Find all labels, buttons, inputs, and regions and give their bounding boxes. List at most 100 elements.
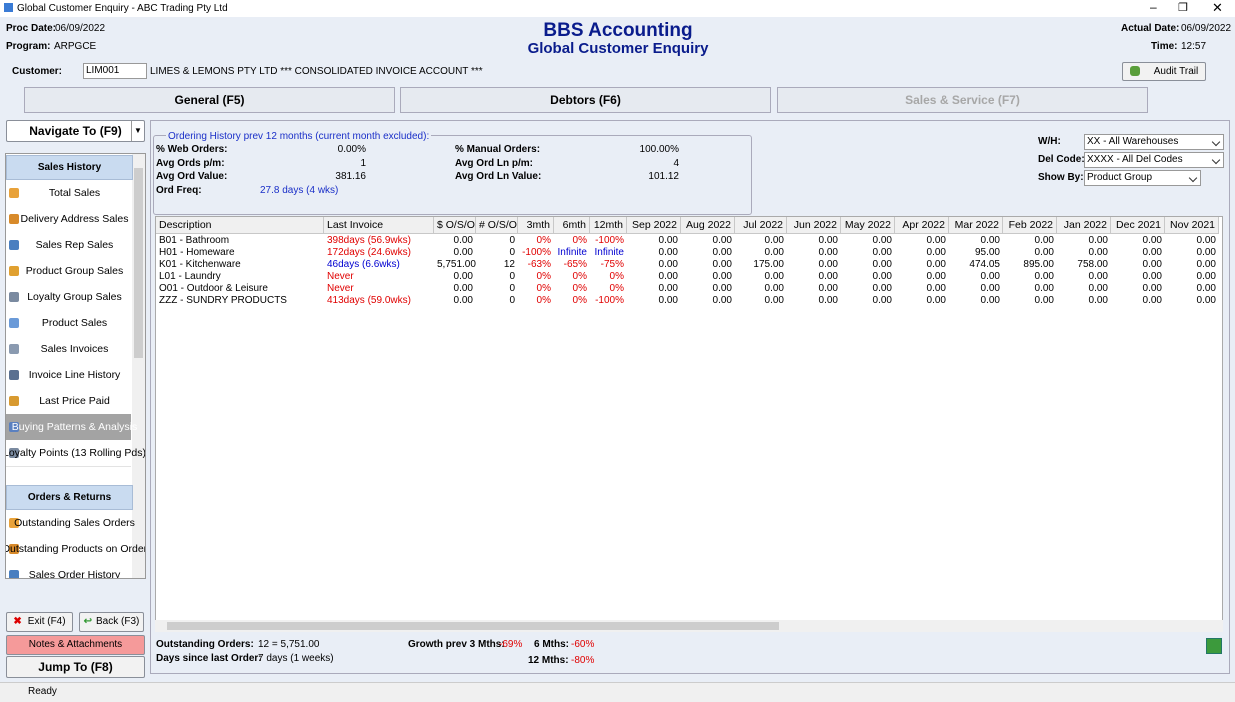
close[interactable]: ✕	[1212, 0, 1223, 15]
export-button[interactable]	[1206, 638, 1222, 654]
filter-select[interactable]: XXXX - All Del Codes	[1084, 152, 1224, 168]
tab[interactable]: General (F5)	[24, 87, 395, 113]
column-header[interactable]: Aug 2022	[681, 217, 735, 234]
sidebar-item[interactable]: Invoice Line History	[6, 362, 131, 389]
table-cell: 0.00	[1088, 235, 1108, 246]
ordering-history-legend: Ordering History prev 12 months (current…	[166, 131, 432, 142]
column-header[interactable]: 12mth	[590, 217, 627, 234]
column-header[interactable]: May 2022	[841, 217, 895, 234]
column-header[interactable]: Nov 2021	[1165, 217, 1219, 234]
column-header[interactable]: Jun 2022	[787, 217, 841, 234]
table-cell: B01 - Bathroom	[159, 235, 230, 246]
table-cell: 0.00	[980, 295, 1000, 306]
table-cell: K01 - Kitchenware	[159, 259, 241, 270]
column-header[interactable]: Feb 2022	[1003, 217, 1057, 234]
sidebar-item[interactable]: Outstanding Sales Orders	[6, 510, 135, 537]
table-cell: 0.00	[872, 271, 892, 282]
table-cell: 413days (59.0wks)	[327, 295, 411, 306]
filter-select[interactable]: XX - All Warehouses	[1084, 134, 1224, 150]
sidebar-item[interactable]: Sales Order History	[6, 562, 131, 578]
table-cell: 0	[509, 271, 515, 282]
column-header[interactable]: 3mth	[518, 217, 554, 234]
customer-name: LIMES & LEMONS PTY LTD *** CONSOLIDATED …	[150, 66, 483, 77]
table-cell: 0.00	[872, 247, 892, 258]
back-button[interactable]: ↩ Back (F3)	[79, 612, 144, 632]
table-cell: 12	[503, 259, 515, 270]
minimize[interactable]: –	[1150, 0, 1157, 14]
exit-text: Exit (F4)	[27, 616, 66, 627]
table-cell: 0%	[536, 283, 551, 294]
table-cell: 0.00	[764, 271, 784, 282]
growth12-label: 12 Mths:	[528, 655, 569, 666]
table-cell: 0.00	[926, 295, 946, 306]
section-header: Sales History	[6, 155, 133, 180]
app-title: BBS Accounting	[543, 20, 693, 41]
h-scroll-thumb[interactable]	[167, 622, 779, 630]
table-cell: 0.00	[926, 235, 946, 246]
table-cell: 0.00	[712, 235, 732, 246]
sidebar-item[interactable]: Sales Rep Sales	[6, 232, 131, 259]
sidebar-item[interactable]: Delivery Address Sales	[6, 206, 131, 233]
item-text: Loyalty Points (13 Rolling Pds)	[5, 446, 146, 459]
item-text: Delivery Address Sales	[20, 212, 129, 225]
customer-code[interactable]: LIM001	[83, 63, 147, 79]
growth3-value: -69%	[499, 639, 523, 650]
table-cell: 0.00	[658, 271, 678, 282]
column-header[interactable]: Jan 2022	[1057, 217, 1111, 234]
status-bar	[0, 682, 1235, 702]
window-title: Global Customer Enquiry - ABC Trading Pt…	[17, 3, 228, 14]
maximize[interactable]: ❐	[1178, 2, 1188, 14]
sidebar-item[interactable]: Loyalty Group Sales	[6, 284, 131, 311]
time: 12:57	[1181, 41, 1207, 52]
table-cell: Infinite	[594, 247, 624, 258]
filter-select[interactable]: Product Group	[1084, 170, 1201, 186]
navigate-text: Navigate To (F9)	[29, 124, 122, 138]
table-cell: 0.00	[712, 283, 732, 294]
table-cell: 0.00	[1034, 271, 1054, 282]
column-header[interactable]: Apr 2022	[895, 217, 949, 234]
table-cell: 0.00	[926, 283, 946, 294]
table-cell: 0.00	[453, 247, 473, 258]
table-cell: 0%	[609, 271, 624, 282]
sidebar-item[interactable]: Product Group Sales	[6, 258, 131, 285]
table-cell: 0.00	[453, 283, 473, 294]
column-header[interactable]: Jul 2022	[735, 217, 787, 234]
sidebar-item[interactable]: Last Price Paid	[6, 388, 131, 415]
table-cell: O01 - Outdoor & Leisure	[159, 283, 268, 294]
column-header[interactable]: # O/S/O	[476, 217, 518, 234]
table-cell: 0.00	[872, 283, 892, 294]
item-icon	[9, 214, 19, 224]
tab[interactable]: Debtors (F6)	[400, 87, 771, 113]
sidebar-item[interactable]: Outstanding Products on Order	[6, 536, 145, 563]
navigate-button[interactable]: Navigate To (F9) ▼	[6, 120, 145, 142]
column-header[interactable]: 6mth	[554, 217, 590, 234]
scroll-thumb[interactable]	[134, 168, 143, 358]
table-cell: 0.00	[712, 247, 732, 258]
item-icon	[9, 448, 19, 458]
exit-button[interactable]: ✖ Exit (F4)	[6, 612, 73, 632]
audit-trail-button[interactable]: Audit Trail	[1122, 62, 1206, 81]
column-header[interactable]: Mar 2022	[949, 217, 1003, 234]
table-cell: 474.05	[969, 259, 1000, 270]
table-cell: 0.00	[1142, 271, 1162, 282]
column-header[interactable]: Sep 2022	[627, 217, 681, 234]
sidebar-item[interactable]: Loyalty Points (13 Rolling Pds)	[6, 440, 145, 467]
days-label: Days since last Order:	[156, 653, 262, 664]
item-icon	[9, 544, 19, 554]
table-cell: 398days (56.9wks)	[327, 235, 411, 246]
column-header[interactable]: $ O/S/O	[434, 217, 476, 234]
sidebar-item[interactable]: Sales Invoices	[6, 336, 131, 363]
column-header[interactable]: Description	[156, 217, 324, 234]
sidebar-item[interactable]: Buying Patterns & Analysis	[6, 414, 137, 441]
column-header[interactable]: Last Invoice	[324, 217, 434, 234]
table-cell: 0%	[572, 271, 587, 282]
column-header[interactable]: Dec 2021	[1111, 217, 1165, 234]
notes-button[interactable]: Notes & Attachments	[6, 635, 145, 655]
tab[interactable]: Sales & Service (F7)	[777, 87, 1148, 113]
table-cell: 95.00	[974, 247, 1000, 258]
sidebar-item[interactable]: Product Sales	[6, 310, 131, 337]
jump-button[interactable]: Jump To (F8)	[6, 656, 145, 678]
table-cell: 0.00	[658, 259, 678, 270]
notes-text: Notes & Attachments	[28, 639, 123, 650]
sidebar-item[interactable]: Total Sales	[6, 180, 131, 207]
